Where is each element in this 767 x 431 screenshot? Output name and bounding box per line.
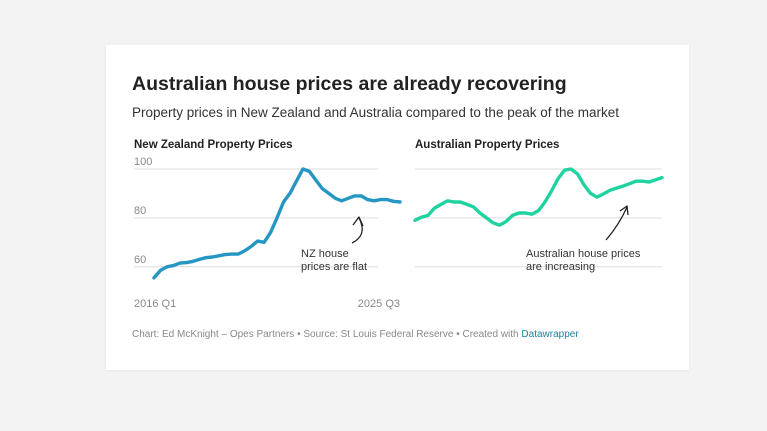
datawrapper-link[interactable]: Datawrapper — [521, 329, 579, 340]
au-annotation-arrow — [605, 206, 628, 241]
charts-svg: New Zealand Property Prices 100 80 60 2016 Q… — [134, 139, 664, 310]
chart-card: Australian house prices are already reco… — [106, 45, 689, 370]
footer-credit: Chart: Ed McKnight – Opes Partners • Sou… — [132, 329, 522, 340]
chart-title: Australian house prices are already reco… — [132, 73, 567, 95]
nz-annotation-line-1: NZ house — [301, 248, 349, 260]
y-tick-label-60: 60 — [134, 254, 146, 266]
au-panel-title: Australian Property Prices — [415, 139, 559, 151]
nz-annotation-line-2: prices are flat — [301, 261, 367, 273]
nz-panel-title: New Zealand Property Prices — [134, 139, 293, 151]
y-tick-label-100: 100 — [134, 156, 152, 168]
x-tick-label-end: 2025 Q3 — [358, 298, 400, 310]
au-annotation-arrowhead — [619, 205, 629, 216]
au-annotation-line-2: are increasing — [526, 261, 595, 273]
chart-subtitle: Property prices in New Zealand and Austr… — [132, 105, 620, 120]
nz-annotation-arrowhead — [352, 216, 364, 227]
au-annotation-line-1: Australian house prices — [526, 248, 641, 260]
nz-series-line — [152, 167, 402, 280]
au-series-line — [413, 167, 664, 227]
nz-panel: New Zealand Property Prices 100 80 60 2016 Q… — [134, 139, 402, 310]
au-panel: Australian Property Prices Australian hou… — [413, 139, 664, 273]
x-tick-label-start: 2016 Q1 — [134, 298, 176, 310]
chart-footer: Chart: Ed McKnight – Opes Partners • Sou… — [132, 329, 579, 340]
y-tick-label-80: 80 — [134, 205, 146, 217]
